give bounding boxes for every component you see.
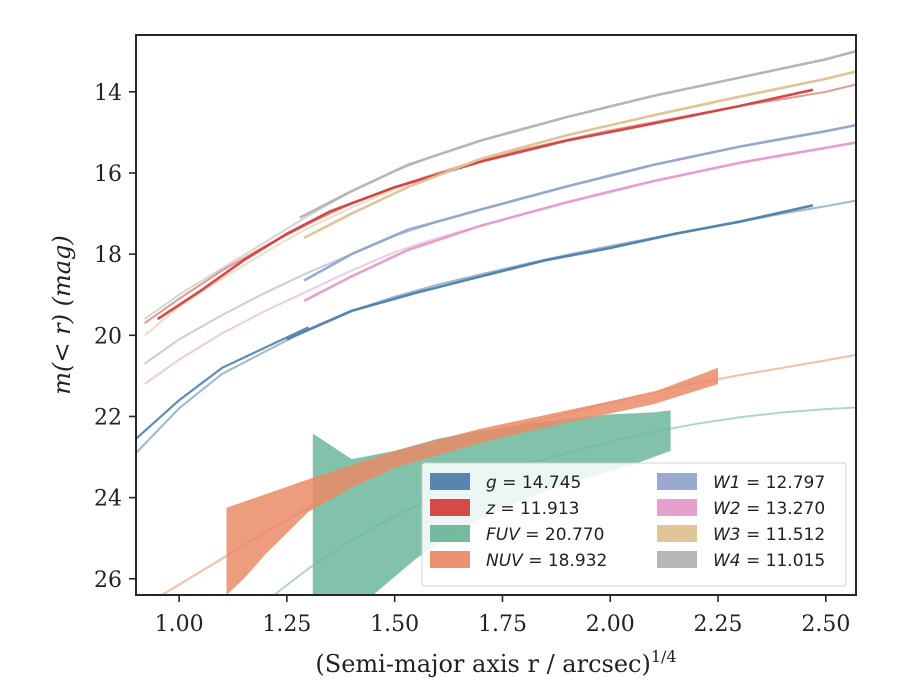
x-tick-label: 2.25 <box>694 612 743 637</box>
z-measured-line <box>156 88 814 321</box>
x-tick-label: 1.25 <box>262 612 311 637</box>
legend-label-w4: W4 = 11.015 <box>713 551 825 571</box>
legend-swatch-g <box>430 473 470 490</box>
legend-swatch-z <box>430 499 470 516</box>
legend-swatch-fuv <box>430 525 470 542</box>
legend-box <box>421 462 847 587</box>
legend-swatch-w1 <box>657 473 697 490</box>
y-tick-label: 24 <box>94 487 122 512</box>
legend: g = 14.745 z = 11.913 FUV = 20.770 NUV = 18… <box>421 462 847 587</box>
legend-label-g: g = 14.745 <box>486 473 581 493</box>
x-tick-label: 1.50 <box>370 612 419 637</box>
fuv-model-line <box>273 406 856 595</box>
x-tick-label: 1.00 <box>155 612 204 637</box>
y-tick-label: 26 <box>94 568 122 593</box>
x-tick-label: 1.75 <box>478 612 527 637</box>
y-axis-title: m(< r) (mag) <box>48 235 76 394</box>
y-tick-label: 16 <box>94 162 122 187</box>
w3-measured-line <box>303 70 856 240</box>
legend-label-fuv: FUV = 20.770 <box>486 525 604 545</box>
legend-swatch-nuv <box>430 551 470 568</box>
legend-label-w1: W1 = 12.797 <box>713 473 825 493</box>
y-tick-label: 14 <box>94 81 122 106</box>
nuv-band <box>226 367 718 595</box>
y-tick-label: 22 <box>94 405 122 430</box>
w1-measured-line <box>303 123 856 282</box>
legend-swatch-w3 <box>657 525 697 542</box>
legend-label-z: z = 11.913 <box>485 499 579 519</box>
legend-swatch-w4 <box>657 551 697 568</box>
w4-measured-line <box>299 49 856 219</box>
legend-swatch-w2 <box>657 499 697 516</box>
w2-measured-line <box>303 141 856 302</box>
x-tick-label: 2.50 <box>801 612 850 637</box>
y-axis: 14 16 18 20 22 24 26 <box>94 81 136 593</box>
nuv-model-line <box>161 353 856 595</box>
y-tick-label: 20 <box>94 324 122 349</box>
legend-label-nuv: NUV = 18.932 <box>486 551 607 571</box>
g-measured-line <box>286 204 814 341</box>
g-model-line-2 <box>136 326 309 440</box>
legend-label-w2: W2 = 13.270 <box>713 499 825 519</box>
legend-label-w3: W3 = 11.512 <box>713 525 825 545</box>
plot-frame <box>135 34 857 596</box>
y-tick-label: 18 <box>94 243 122 268</box>
x-axis: 1.00 1.25 1.50 1.75 2.00 2.25 2.50 <box>155 595 850 637</box>
x-tick-label: 2.00 <box>586 612 635 637</box>
x-axis-title: (Semi-major axis r / arcsec)1/4 <box>315 647 676 678</box>
